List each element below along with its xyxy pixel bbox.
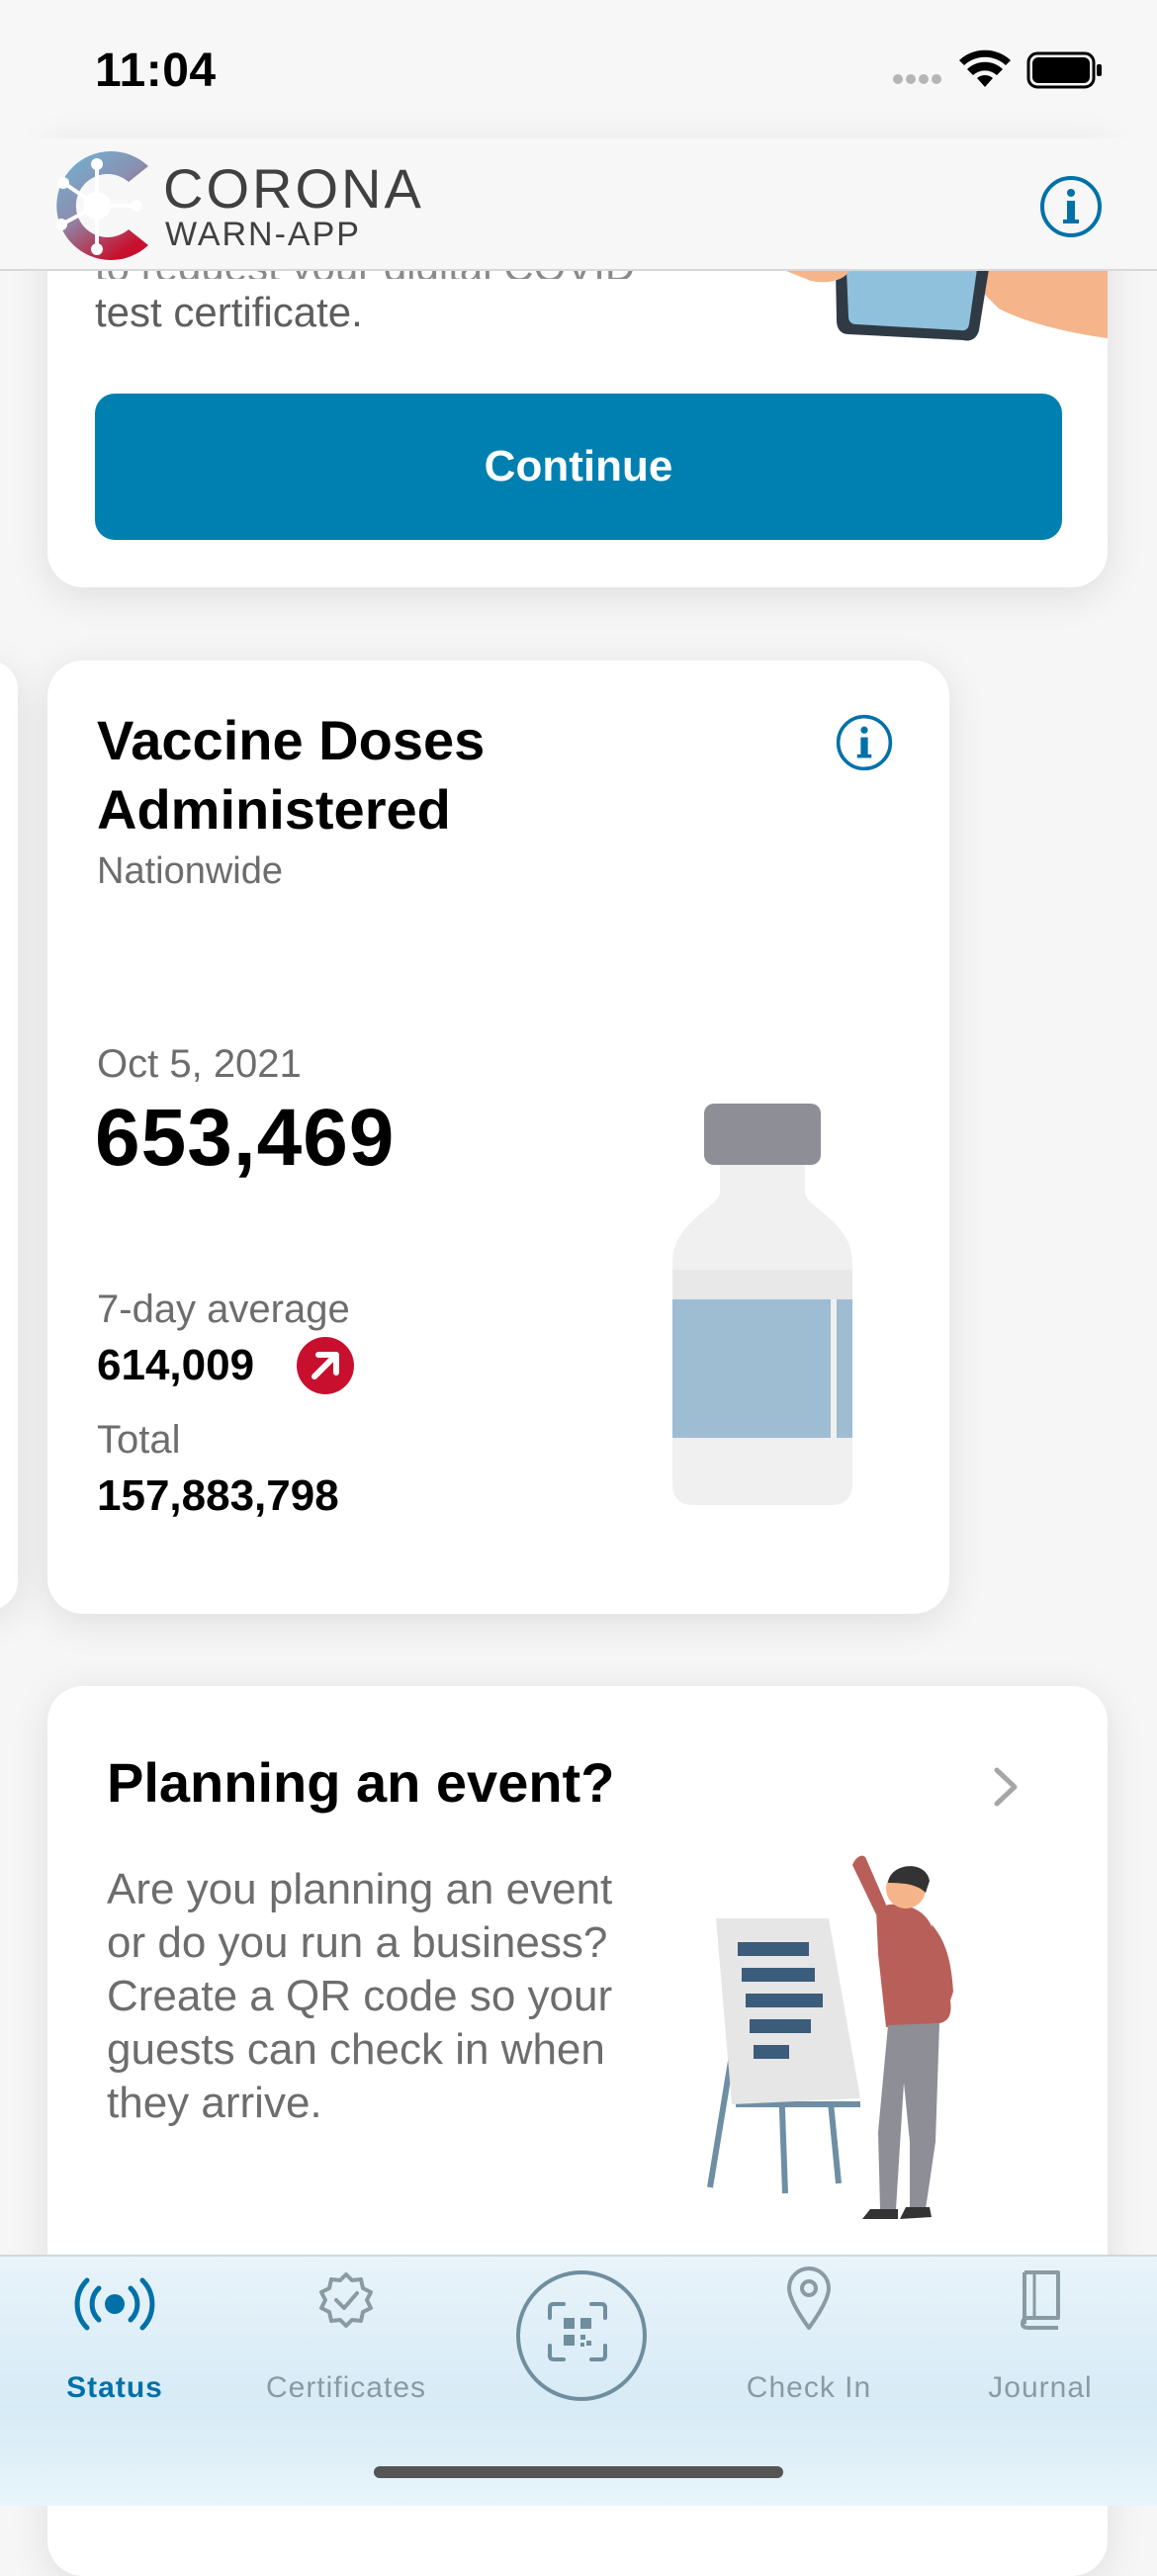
cellular-signal-icon (893, 74, 941, 84)
location-pin-icon (787, 2266, 831, 2330)
previous-card-peek[interactable] (0, 661, 18, 1610)
vaccine-avg-value: 614,009 (97, 1341, 255, 1389)
event-card-title: Planning an event? (107, 1751, 615, 1814)
vaccine-avg-label: 7-day average (97, 1288, 350, 1331)
vaccine-date: Oct 5, 2021 (97, 1042, 302, 1086)
tab-journal[interactable]: Journal (932, 2266, 1149, 2415)
qr-scan-button[interactable] (516, 2270, 647, 2401)
event-card-text: Are you planning an event or do you run … (107, 1865, 613, 2127)
certificate-badge-icon (319, 2272, 373, 2328)
book-icon (1021, 2270, 1060, 2330)
presenter-illustration (707, 1855, 953, 2219)
info-icon[interactable] (1038, 174, 1104, 239)
vaccine-card-subtitle: Nationwide (97, 850, 283, 892)
tab-check-in[interactable]: Check In (700, 2266, 918, 2415)
tab-certificates-label: Certificates (265, 2371, 427, 2404)
trend-up-icon (297, 1337, 354, 1394)
app-name: CORONA (163, 157, 424, 220)
vaccine-info-icon[interactable] (835, 713, 894, 772)
continue-button[interactable]: Continue (95, 394, 1062, 540)
app-name-sub: WARN-APP (165, 216, 361, 253)
battery-icon (1026, 51, 1102, 89)
phone-illustration (781, 269, 1108, 341)
app-header: CORONA WARN-APP (0, 138, 1157, 271)
test-certificate-text: test certificate. (95, 289, 363, 335)
tab-status[interactable]: Status (6, 2266, 223, 2415)
tab-certificates[interactable]: Certificates (237, 2266, 455, 2415)
vaccine-card-title: Vaccine Doses Administered (97, 709, 486, 841)
tab-check-in-label: Check In (746, 2371, 872, 2404)
wifi-icon (959, 49, 1011, 87)
status-time: 11:04 (95, 44, 217, 97)
vaccine-daily-value: 653,469 (95, 1093, 396, 1183)
vaccine-total-label: Total (97, 1418, 181, 1462)
radio-waves-icon (74, 2277, 155, 2331)
home-indicator[interactable] (374, 2466, 783, 2478)
chevron-right-icon[interactable] (991, 1764, 1021, 1810)
qr-scan-icon (548, 2302, 607, 2361)
vaccine-vial-icon (672, 1104, 852, 1505)
tab-status-label: Status (66, 2371, 163, 2404)
status-bar: 11:04 (0, 0, 1157, 138)
tab-journal-label: Journal (988, 2371, 1093, 2404)
vaccine-total-value: 157,883,798 (97, 1471, 339, 1520)
app-logo-icon (55, 151, 148, 260)
